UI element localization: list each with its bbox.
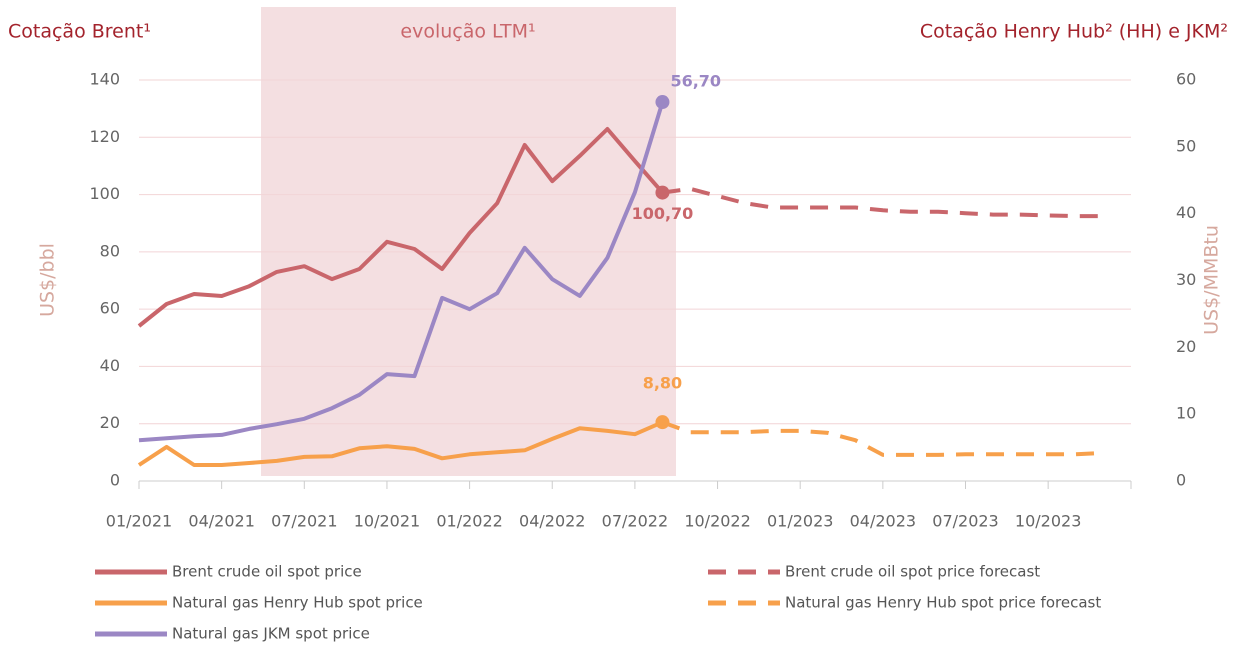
x-tick-label: 07/2021 [271,512,337,531]
x-tick-label: 04/2023 [850,512,916,531]
x-tick-label: 01/2021 [106,512,172,531]
y2-tick-label: 60 [1176,70,1196,89]
x-tick-label: 01/2022 [436,512,502,531]
chart-title: Cotação Brent¹ [8,21,151,43]
x-tick-label: 04/2021 [188,512,254,531]
y2-tick-label: 40 [1176,203,1196,222]
y-tick-label: 60 [100,299,120,318]
y-tick-label: 40 [100,356,120,375]
value-label: 8,80 [643,374,682,393]
y2-tick-label: 50 [1176,136,1196,155]
y2-tick-label: 10 [1176,404,1196,423]
value-label: 100,70 [632,204,694,223]
x-tick-label: 07/2023 [932,512,998,531]
series-line [137,127,665,328]
x-tick-label: 07/2022 [602,512,668,531]
chart-title-right: Cotação Henry Hub² (HH) e JKM² [920,21,1228,43]
legend-label: Natural gas Henry Hub spot price forecas… [785,594,1101,612]
y-axis-title: US$/bbl [37,243,59,317]
end-dot [655,95,670,110]
legend-label: Natural gas Henry Hub spot price [172,594,423,612]
annotation: evolução LTM¹ [400,21,535,43]
series-line [138,101,665,443]
x-tick-label: 04/2022 [519,512,585,531]
y2-tick-label: 20 [1176,337,1196,356]
y-tick-label: 120 [89,127,120,146]
y2-tick-label: 0 [1176,471,1186,490]
series-line [137,420,664,467]
x-tick-label: 10/2021 [354,512,420,531]
y-tick-label: 0 [110,471,120,490]
forecast-line [662,186,1104,219]
y2-tick-label: 30 [1176,270,1196,289]
value-label: 56,70 [670,72,721,91]
forecast-line [661,420,1104,457]
y-tick-label: 100 [89,184,120,203]
y2-axis-title: US$/MMBtu [1201,225,1223,335]
legend-label: Natural gas JKM spot price [172,625,370,643]
x-tick-label: 01/2023 [767,512,833,531]
legend-label: Brent crude oil spot price [172,563,362,581]
y-tick-label: 20 [100,413,120,432]
x-tick-label: 10/2023 [1015,512,1081,531]
ltm-band [261,7,676,476]
legend-label: Brent crude oil spot price forecast [785,563,1040,581]
y-tick-label: 80 [100,241,120,260]
y-tick-label: 140 [89,70,120,89]
end-dot [655,185,670,200]
end-dot [655,415,670,430]
x-tick-label: 10/2022 [684,512,750,531]
